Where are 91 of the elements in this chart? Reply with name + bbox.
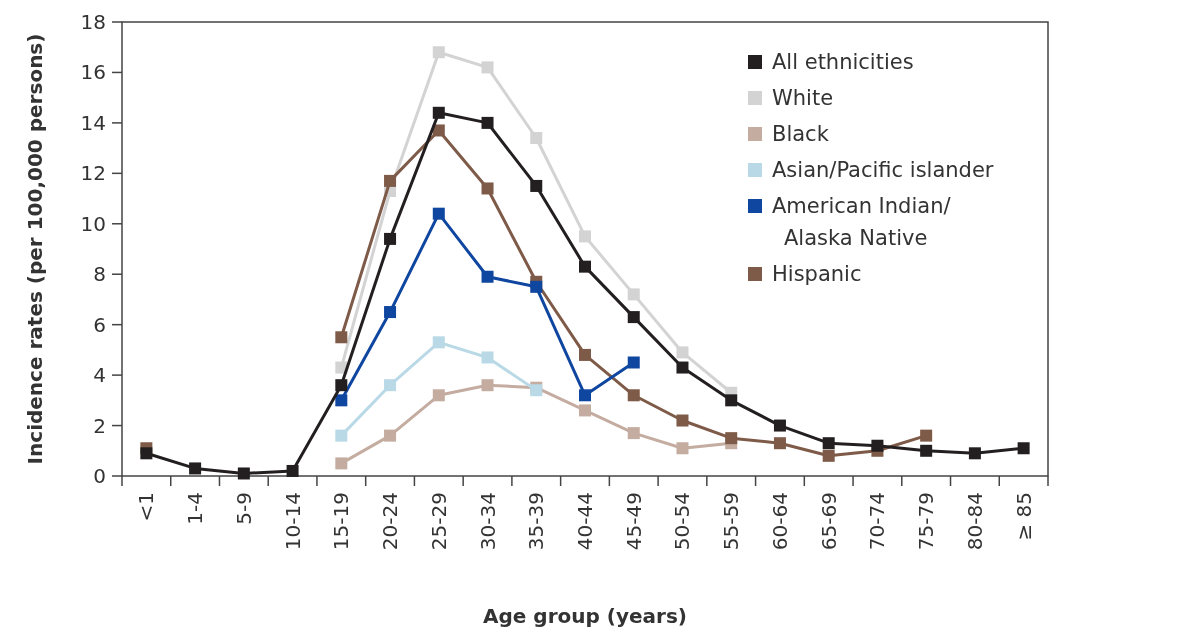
- x-tick-label: 30-34: [475, 492, 500, 551]
- point: [968, 447, 981, 460]
- point: [335, 457, 348, 470]
- x-tick-label: 1-4: [183, 492, 208, 525]
- point: [822, 437, 835, 450]
- point: [773, 437, 786, 450]
- x-tick-label: 70-74: [865, 492, 890, 551]
- legend-label: Hispanic: [772, 262, 862, 287]
- point: [579, 404, 591, 417]
- point: [286, 464, 299, 477]
- point: [335, 394, 348, 407]
- point: [676, 414, 689, 427]
- x-tick-label: 35-39: [524, 492, 549, 551]
- x-tick-label: <1: [134, 492, 159, 522]
- point: [676, 346, 689, 359]
- point: [432, 389, 445, 402]
- point: [530, 132, 543, 145]
- point: [627, 427, 640, 440]
- point: [822, 449, 835, 462]
- y-tick-label: 8: [93, 262, 106, 287]
- point: [335, 429, 348, 442]
- point: [627, 311, 640, 324]
- y-tick-label: 0: [93, 464, 106, 488]
- legend-label: Asian/Pacific islander: [772, 158, 994, 183]
- legend-label: All ethnicities: [772, 50, 914, 75]
- point: [384, 429, 397, 442]
- point: [140, 447, 153, 460]
- point: [481, 379, 494, 392]
- legend-label: White: [772, 86, 834, 111]
- legend-label: Black: [772, 122, 830, 147]
- point: [335, 331, 348, 344]
- point: [432, 336, 445, 349]
- legend-label: American Indian/ Alaska Native: [772, 194, 952, 251]
- x-tick-label: 5-9: [231, 492, 256, 525]
- point: [1017, 442, 1030, 455]
- point: [579, 230, 591, 243]
- x-tick-label: 50-54: [670, 492, 695, 551]
- point: [725, 432, 738, 445]
- point: [481, 270, 494, 283]
- x-tick-label: 20-24: [378, 492, 403, 551]
- x-tick-label: 25-29: [426, 492, 451, 551]
- point: [384, 232, 397, 245]
- point: [481, 116, 494, 129]
- y-tick-label: 18: [80, 10, 106, 34]
- point: [579, 389, 591, 402]
- x-tick-label: 65-69: [816, 492, 841, 551]
- point: [432, 124, 445, 137]
- x-tick-label: 55-59: [719, 492, 744, 551]
- x-tick-label: 75-79: [914, 492, 939, 551]
- point: [335, 379, 348, 392]
- point: [725, 394, 738, 407]
- point: [481, 351, 494, 364]
- point: [579, 260, 591, 273]
- point: [579, 348, 591, 361]
- x-tick-label: 60-64: [767, 492, 792, 551]
- point: [530, 280, 543, 293]
- point: [676, 442, 689, 455]
- y-tick-label: 6: [93, 312, 106, 337]
- point: [237, 467, 250, 480]
- y-tick-label: 14: [80, 110, 106, 135]
- point: [676, 361, 689, 374]
- point: [481, 182, 494, 195]
- x-tick-label: 40-44: [573, 492, 597, 551]
- y-tick-label: 16: [80, 60, 106, 85]
- y-axis-title: Incidence rates (per 100,000 persons): [23, 33, 47, 465]
- y-tick-label: 4: [93, 363, 106, 388]
- point: [384, 306, 397, 319]
- point: [432, 46, 445, 59]
- point: [627, 389, 640, 402]
- y-tick-label: 10: [80, 211, 106, 236]
- x-axis-title: Age group (years): [483, 604, 687, 628]
- point: [920, 444, 933, 457]
- point: [189, 462, 202, 475]
- point: [773, 419, 786, 432]
- point: [627, 288, 640, 301]
- x-tick-label: 45-49: [621, 492, 646, 551]
- y-tick-label: 12: [80, 161, 106, 186]
- point: [432, 207, 445, 220]
- point: [384, 379, 397, 392]
- x-tick-label: 10-14: [280, 492, 305, 551]
- point: [920, 429, 933, 442]
- x-tick-label: ≥ 85: [1011, 492, 1036, 541]
- point: [481, 61, 494, 74]
- y-tick-label: 2: [93, 413, 106, 438]
- point: [627, 356, 640, 369]
- x-tick-label: 15-19: [329, 492, 354, 551]
- point: [384, 174, 397, 187]
- x-tick-label: 80-84: [962, 492, 987, 551]
- point: [530, 179, 543, 192]
- point: [432, 106, 445, 119]
- point: [871, 439, 884, 452]
